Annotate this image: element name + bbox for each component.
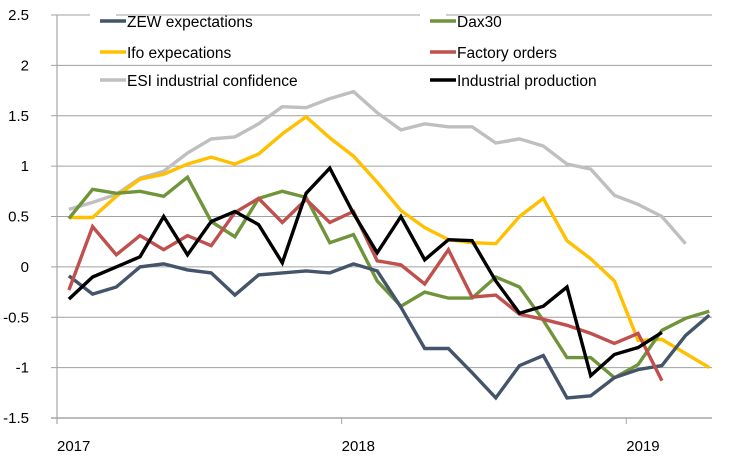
y-tick-label: -1.5 [3, 410, 29, 427]
legend-label: Ifo expecations [127, 45, 232, 62]
legend: ZEW expectations Dax30 Ifo expecations Fact… [90, 14, 597, 90]
y-tick-label: 0.5 [8, 209, 29, 226]
y-tick-label: -1 [16, 360, 29, 377]
legend-label: ESI industrial confidence [127, 73, 298, 90]
y-axis-ticks: 2.5 2 1.5 1 0.5 0 -0.5 -1 -1.5 [3, 7, 29, 427]
series-line-esi-industrial-confidence [68, 89, 687, 245]
legend-label: Industrial production [457, 73, 597, 90]
y-tick-label: 2.5 [8, 7, 29, 24]
series-lines [67, 89, 711, 401]
gridlines [51, 14, 712, 419]
x-tick-label: 2019 [626, 438, 659, 455]
y-tick-label: 1 [21, 158, 29, 175]
x-tick-label: 2017 [57, 438, 90, 455]
series-line-dax30 [67, 174, 710, 380]
legend-label: Factory orders [457, 45, 557, 62]
y-tick-label: 2 [21, 57, 29, 74]
legend-label: Dax30 [457, 14, 502, 31]
series-line-zew-expectations [67, 262, 711, 401]
y-tick-label: 0 [21, 259, 29, 276]
x-axis-ticks: 2017 2018 2019 [56, 418, 660, 455]
legend-label: ZEW expectations [127, 14, 253, 31]
y-tick-label: 1.5 [8, 108, 29, 125]
series-line-industrial-production [67, 165, 663, 379]
series-line-ifo-expecations [68, 114, 711, 370]
x-tick-label: 2018 [342, 438, 375, 455]
y-tick-label: -0.5 [3, 309, 29, 326]
